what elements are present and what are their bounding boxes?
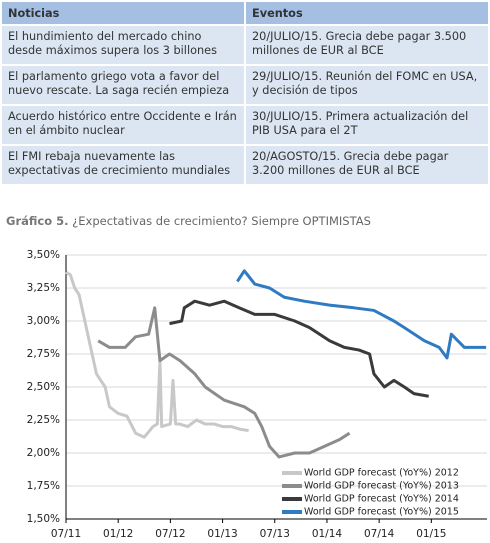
y-tick-label: 1,50% — [27, 513, 60, 525]
header-row: Noticias Eventos — [0, 0, 490, 26]
caption-text: ¿Expectativas de crecimiento? Siempre OP… — [72, 214, 371, 228]
series-line — [169, 299, 429, 398]
x-tick-label: 01/13 — [207, 528, 237, 540]
cell: 30/JULIO/15. Primera actualización del P… — [244, 104, 490, 146]
y-tick-label: 3,50% — [27, 249, 60, 261]
y-tick-label: 3,00% — [27, 315, 60, 327]
table-row: El hundimiento del mercado chino desde m… — [0, 24, 490, 66]
series-line — [97, 306, 351, 459]
y-tick-label: 2,50% — [27, 381, 60, 393]
cell: El parlamento griego vota a favor del nu… — [0, 64, 246, 106]
x-tick-label: 01/15 — [416, 528, 446, 540]
cell: 29/JULIO/15. Reunión del FOMC en USA, y … — [244, 64, 490, 106]
cell: 20/AGOSTO/15. Grecia debe pagar 3.200 mi… — [244, 144, 490, 186]
caption-label: Gráfico 5. — [6, 214, 69, 228]
header: Noticias — [0, 0, 246, 26]
cell: El FMI rebaja nuevamente las expectativa… — [0, 144, 246, 186]
caption: Gráfico 5. ¿Expectativas de crecimiento?… — [6, 214, 371, 228]
series-line — [65, 270, 249, 439]
legend-label: World GDP forecast (YoY%) 2014 — [304, 494, 459, 505]
cell: Acuerdo histórico entre Occidente e Irán… — [0, 104, 246, 146]
x-tick-label: 07/11 — [51, 528, 81, 540]
legend-label: World GDP forecast (YoY%) 2012 — [304, 468, 459, 479]
news-table: Noticias Eventos El hundimiento del merca… — [0, 0, 490, 186]
header: Eventos — [244, 0, 490, 26]
table-row: El parlamento griego vota a favor del nu… — [0, 64, 490, 106]
x-tick-label: 07/12 — [155, 528, 185, 540]
y-tick-label: 2,25% — [27, 414, 60, 426]
y-tick-label: 2,75% — [27, 348, 60, 360]
table-row: El FMI rebaja nuevamente las expectativa… — [0, 144, 490, 186]
cell: El hundimiento del mercado chino desde m… — [0, 24, 246, 66]
x-tick-label: 01/14 — [312, 528, 343, 540]
y-tick-label: 1,75% — [27, 480, 60, 492]
x-tick-label: 07/14 — [364, 528, 395, 540]
y-tick-label: 3,25% — [27, 282, 60, 294]
x-tick-label: 07/13 — [260, 528, 290, 540]
y-tick-label: 2,00% — [27, 447, 60, 459]
series-line — [236, 269, 487, 360]
legend-label: World GDP forecast (YoY%) 2013 — [304, 481, 459, 492]
cell: 20/JULIO/15. Grecia debe pagar 3.500 mil… — [244, 24, 490, 66]
x-tick-label: 01/12 — [103, 528, 133, 540]
table-row: Acuerdo histórico entre Occidente e Irán… — [0, 104, 490, 146]
legend-label: World GDP forecast (YoY%) 2015 — [304, 507, 459, 518]
table-body: El hundimiento del mercado chino desde m… — [0, 24, 490, 186]
